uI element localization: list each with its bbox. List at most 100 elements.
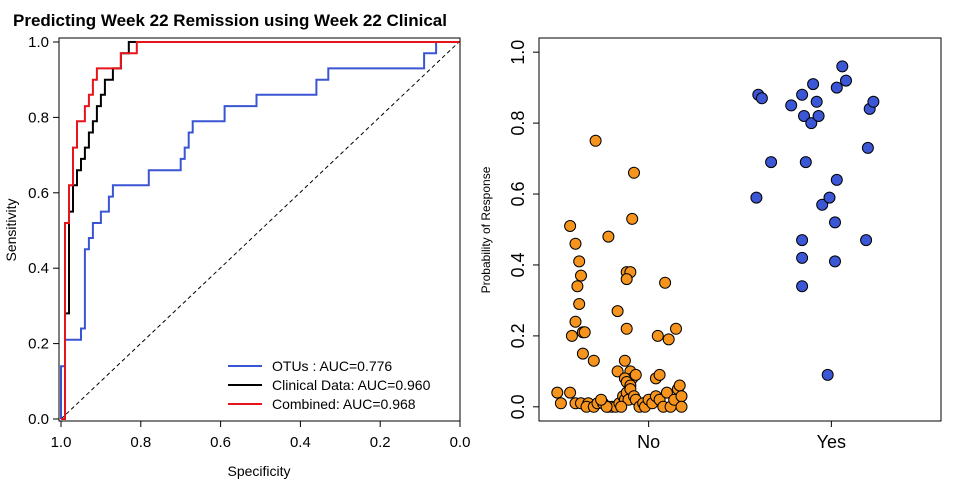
roc-y-tick-label: 0.4 [28, 260, 49, 277]
roc-x-tick-label: 1.0 [51, 434, 72, 451]
roc-panel: Predicting Week 22 Remission using Week … [3, 11, 470, 479]
point-yes [755, 92, 768, 105]
point-no [651, 329, 664, 342]
probability-y-axis: 0.0 0.2 0.4 0.6 0.8 1.0 [508, 40, 540, 419]
roc-y-tick-label: 0.8 [28, 109, 49, 126]
point-yes [861, 141, 874, 154]
point-no [611, 365, 624, 378]
point-no [565, 329, 578, 342]
point-yes [829, 216, 841, 229]
point-no [564, 220, 577, 232]
point-no [626, 212, 639, 225]
point-no [618, 354, 631, 367]
probability-y-tick-label: 0.6 [508, 182, 528, 207]
roc-curve-0 [60, 41, 460, 419]
probability-y-tick-label: 1.0 [508, 40, 528, 65]
point-yes [830, 81, 843, 94]
point-no [571, 280, 584, 293]
point-no [575, 269, 587, 282]
point-no [675, 400, 688, 413]
point-no [587, 354, 600, 367]
point-no [589, 134, 602, 147]
chart-title: Predicting Week 22 Remission using Week … [13, 11, 447, 30]
point-no [554, 397, 567, 410]
roc-y-axis-label: Sensitivity [3, 198, 19, 261]
point-yes [798, 110, 810, 122]
point-no [573, 255, 586, 268]
legend-label-0: OTUs : AUC=0.776 [272, 358, 392, 374]
probability-x-tick-label: Yes [817, 432, 846, 452]
point-yes [799, 156, 812, 169]
point-yes [823, 191, 836, 204]
point-yes [830, 173, 843, 186]
roc-x-tick-label: 0.8 [130, 434, 151, 451]
point-no [620, 273, 633, 286]
point-yes [821, 368, 834, 381]
probability-plot-frame [538, 37, 942, 422]
point-no [578, 326, 591, 339]
legend-label-1: Clinical Data: AUC=0.960 [272, 377, 431, 393]
roc-x-tick-label: 0.4 [290, 434, 311, 451]
point-no [673, 379, 686, 392]
probability-y-tick-label: 0.8 [508, 111, 528, 136]
point-no [595, 393, 608, 406]
point-yes [836, 60, 849, 73]
point-yes [816, 198, 829, 211]
point-yes [796, 251, 809, 264]
point-no [659, 276, 672, 289]
reference-diagonal [60, 40, 461, 420]
point-yes [812, 110, 825, 122]
point-no [675, 390, 688, 403]
point-no [602, 230, 615, 243]
point-yes [765, 156, 778, 169]
point-no [573, 298, 586, 310]
point-yes [796, 88, 809, 101]
legend-label-2: Combined: AUC=0.968 [272, 396, 416, 412]
point-no [569, 315, 582, 328]
roc-x-tick-label: 0.0 [450, 434, 471, 451]
point-yes [796, 280, 809, 293]
probability-y-tick-label: 0.0 [508, 394, 528, 419]
roc-curves [60, 41, 460, 420]
point-no [653, 368, 666, 381]
point-no [611, 305, 624, 318]
probability-points [551, 60, 880, 413]
probability-y-axis-label: Probability of Response [479, 166, 493, 293]
point-no [576, 347, 589, 360]
point-yes [805, 117, 818, 130]
point-no [615, 400, 628, 413]
roc-y-axis: 0.0 0.2 0.4 0.6 0.8 1.0 [28, 34, 60, 428]
roc-y-tick-label: 0.0 [28, 411, 49, 428]
point-yes [796, 234, 809, 247]
point-no [620, 322, 633, 335]
point-no [662, 333, 675, 346]
probability-panel: No Yes 0.0 0.2 0.4 0.6 0.8 1.0 Probability of … [479, 37, 942, 452]
point-no [670, 322, 682, 335]
point-yes [807, 78, 820, 91]
roc-x-tick-label: 0.2 [370, 434, 391, 451]
roc-x-axis-label: Specificity [227, 463, 290, 479]
point-no [564, 386, 577, 399]
point-yes [840, 74, 852, 87]
point-no [660, 386, 673, 399]
point-yes [750, 191, 763, 204]
roc-x-tick-label: 0.6 [210, 434, 231, 451]
point-no [569, 237, 582, 250]
point-no [551, 386, 564, 399]
roc-y-tick-label: 1.0 [28, 34, 49, 51]
roc-y-tick-label: 0.6 [28, 185, 49, 202]
point-yes [829, 255, 841, 268]
point-yes [860, 234, 873, 247]
point-no [629, 368, 642, 381]
point-yes [785, 99, 798, 112]
roc-y-tick-label: 0.2 [28, 336, 49, 353]
roc-legend: OTUs : AUC=0.776 Clinical Data: AUC=0.960… [228, 358, 431, 412]
roc-x-axis: 1.0 0.8 0.6 0.4 0.2 0.0 [51, 420, 471, 451]
roc-curve-2 [61, 41, 460, 420]
probability-x-axis: No Yes [637, 420, 846, 452]
point-yes [810, 95, 823, 108]
probability-y-tick-label: 0.2 [508, 323, 528, 348]
point-no [628, 166, 640, 179]
probability-x-tick-label: No [637, 432, 660, 452]
